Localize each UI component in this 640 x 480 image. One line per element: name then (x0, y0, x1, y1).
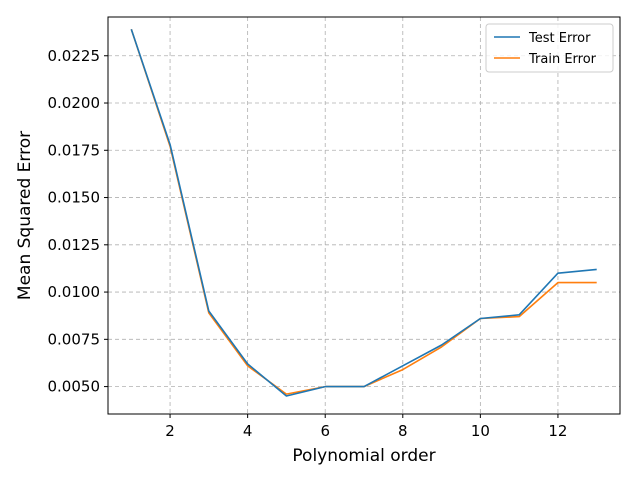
x-tick-label: 6 (320, 422, 330, 440)
x-tick-label: 8 (398, 422, 408, 440)
y-tick-label: 0.0125 (48, 236, 101, 254)
x-tick-label: 4 (243, 422, 253, 440)
legend: Test Error Train Error (485, 23, 614, 73)
y-tick-label: 0.0200 (48, 94, 101, 112)
y-tick-label: 0.0050 (48, 378, 101, 396)
series-line-test-error (130, 29, 597, 397)
y-tick-label: 0.0175 (48, 141, 101, 159)
legend-box (485, 23, 614, 73)
axis-ticks: 2 4 6 8 10 12 0.0050 0.0075 0.0100 0.0125 0.0150 0.… (48, 47, 568, 440)
plot-frame (107, 16, 621, 415)
x-tick-label: 2 (165, 422, 175, 440)
y-tick-label: 0.0150 (48, 189, 101, 207)
y-tick-label: 0.0075 (48, 330, 101, 348)
x-tick-label: 10 (471, 422, 490, 440)
series-lines (130, 29, 597, 397)
legend-label: Test Error (528, 31, 591, 46)
x-axis-label: Polynomial order (292, 446, 435, 466)
y-axis-label: Mean Squared Error (15, 131, 35, 300)
x-tick-label: 12 (548, 422, 567, 440)
grid (108, 17, 620, 414)
y-tick-label: 0.0100 (48, 283, 101, 301)
y-tick-label: 0.0225 (48, 47, 101, 65)
legend-label: Train Error (528, 52, 597, 67)
